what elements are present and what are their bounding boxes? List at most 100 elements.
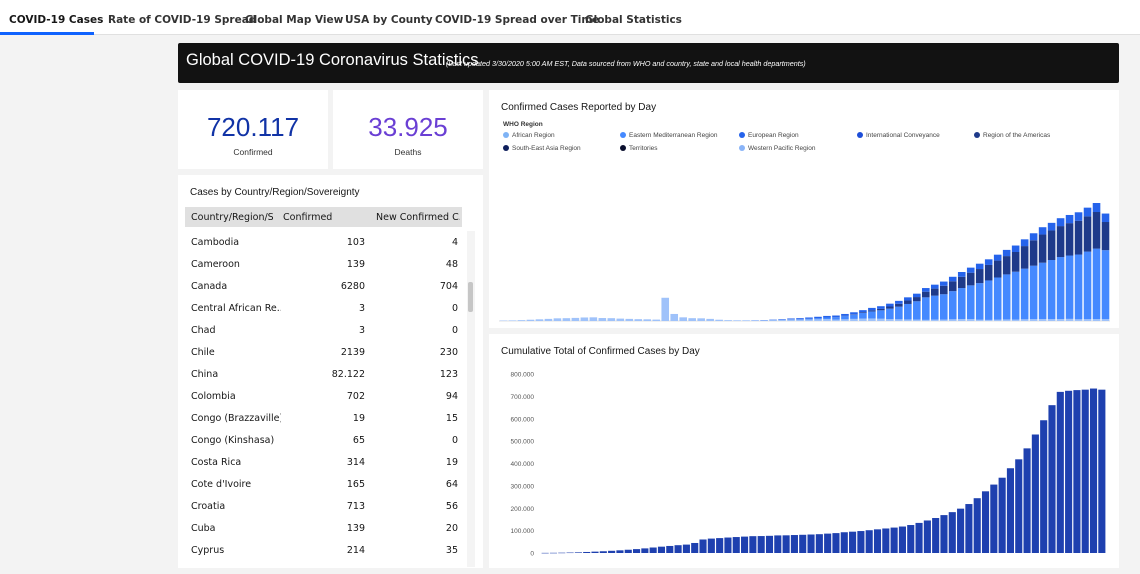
daily-bar-segment[interactable]: [975, 319, 984, 321]
daily-bar-segment[interactable]: [787, 318, 795, 320]
daily-bar-segment[interactable]: [975, 283, 984, 320]
cumulative-bar[interactable]: [549, 552, 558, 554]
table-scrollbar[interactable]: [467, 231, 475, 567]
cumulative-bar[interactable]: [832, 533, 840, 553]
daily-bar-segment[interactable]: [895, 306, 903, 320]
daily-bar-segment[interactable]: [1101, 250, 1110, 320]
cumulative-bar[interactable]: [633, 549, 641, 553]
daily-bar-segment[interactable]: [913, 301, 921, 320]
daily-bar-segment[interactable]: [1011, 245, 1020, 253]
cumulative-bar[interactable]: [649, 547, 657, 553]
cumulative-bar[interactable]: [932, 518, 940, 553]
column-header-new-confirmed[interactable]: New Confirmed C...: [376, 212, 460, 223]
daily-bar-segment[interactable]: [1002, 249, 1011, 257]
cumulative-bar[interactable]: [757, 536, 765, 553]
daily-bar-segment[interactable]: [1056, 226, 1065, 258]
daily-bar-segment[interactable]: [886, 306, 894, 309]
daily-bar-segment[interactable]: [850, 312, 858, 315]
daily-bar-segment[interactable]: [895, 319, 903, 321]
daily-bar-segment[interactable]: [957, 276, 966, 289]
daily-bar-segment[interactable]: [841, 313, 849, 316]
daily-bar-segment[interactable]: [877, 310, 885, 319]
table-row[interactable]: Congo (Brazzaville) 19 15: [178, 407, 468, 429]
daily-bar-segment[interactable]: [1047, 222, 1056, 231]
daily-bar-segment[interactable]: [1101, 213, 1110, 223]
daily-bar-segment[interactable]: [886, 303, 894, 307]
cumulative-bar[interactable]: [608, 550, 616, 553]
daily-bar-segment[interactable]: [1083, 207, 1092, 217]
table-row[interactable]: Chad 3 0: [178, 319, 468, 341]
cumulative-bar[interactable]: [957, 508, 965, 553]
table-row[interactable]: China 82.122 123: [178, 363, 468, 385]
daily-bar-segment[interactable]: [1047, 230, 1056, 261]
daily-bar-segment[interactable]: [796, 319, 804, 321]
daily-bar-segment[interactable]: [895, 303, 903, 307]
daily-bar-segment[interactable]: [877, 308, 885, 311]
table-row[interactable]: Cambodia 103 4: [178, 231, 468, 253]
cumulative-bar[interactable]: [865, 530, 873, 553]
daily-bar-segment[interactable]: [670, 313, 679, 321]
tab-covid-19-cases[interactable]: COVID-19 Cases: [9, 14, 104, 26]
table-row[interactable]: Croatia 713 56: [178, 495, 468, 517]
daily-bar-segment[interactable]: [769, 320, 777, 321]
daily-bar-segment[interactable]: [1011, 271, 1020, 320]
daily-bar-segment[interactable]: [984, 264, 993, 281]
table-row[interactable]: Costa Rica 314 19: [178, 451, 468, 473]
daily-bar-segment[interactable]: [1047, 319, 1056, 321]
daily-bar-segment[interactable]: [778, 319, 786, 321]
cumulative-bar[interactable]: [774, 535, 782, 553]
daily-bar-segment[interactable]: [625, 318, 634, 321]
daily-bar-segment[interactable]: [1038, 319, 1047, 321]
daily-bar-segment[interactable]: [598, 318, 607, 321]
legend-item[interactable]: Territories: [620, 145, 658, 152]
daily-bar-segment[interactable]: [1074, 319, 1083, 321]
daily-bar-segment[interactable]: [930, 288, 939, 296]
daily-bar-segment[interactable]: [742, 320, 750, 321]
cumulative-bar[interactable]: [1031, 434, 1039, 554]
tab-usa-by-county[interactable]: USA by County: [345, 14, 433, 26]
cumulative-bar[interactable]: [790, 535, 798, 553]
column-header-country[interactable]: Country/Region/S...: [191, 212, 273, 223]
cumulative-bar[interactable]: [857, 531, 865, 553]
cumulative-bar[interactable]: [716, 538, 724, 553]
cumulative-bar[interactable]: [940, 515, 948, 553]
daily-bar-segment[interactable]: [1083, 319, 1092, 321]
daily-bar-segment[interactable]: [805, 317, 813, 319]
cumulative-bar[interactable]: [674, 545, 682, 553]
daily-bar-segment[interactable]: [1029, 319, 1038, 321]
daily-bar-segment[interactable]: [526, 319, 535, 321]
cumulative-bar[interactable]: [749, 536, 757, 553]
daily-bar-segment[interactable]: [850, 314, 858, 319]
daily-bar-segment[interactable]: [706, 318, 714, 321]
daily-bar-segment[interactable]: [993, 254, 1002, 261]
daily-bar-segment[interactable]: [957, 319, 966, 321]
cumulative-bar[interactable]: [849, 531, 857, 553]
daily-bar-segment[interactable]: [823, 319, 831, 321]
daily-bar-segment[interactable]: [859, 312, 867, 313]
legend-item[interactable]: Eastern Mediterranean Region: [620, 132, 718, 139]
daily-bar-segment[interactable]: [975, 269, 984, 284]
daily-bar-segment[interactable]: [886, 319, 894, 321]
daily-bar-segment[interactable]: [679, 317, 687, 321]
daily-bar-segment[interactable]: [984, 280, 993, 320]
daily-bar-segment[interactable]: [1020, 319, 1029, 321]
cumulative-bar[interactable]: [981, 491, 990, 553]
daily-bar-segment[interactable]: [1074, 254, 1083, 320]
daily-bar-segment[interactable]: [724, 320, 732, 321]
daily-bar-segment[interactable]: [571, 317, 580, 321]
cumulative-bar[interactable]: [948, 512, 956, 553]
legend-item[interactable]: South-East Asia Region: [503, 145, 581, 152]
daily-bar-segment[interactable]: [1092, 319, 1101, 321]
cumulative-bar[interactable]: [1089, 388, 1098, 553]
daily-bar-segment[interactable]: [1029, 265, 1038, 320]
cumulative-bar[interactable]: [973, 498, 981, 553]
daily-bar-segment[interactable]: [913, 297, 921, 302]
daily-bar-segment[interactable]: [760, 320, 768, 321]
cumulative-bar[interactable]: [1081, 389, 1089, 553]
daily-bar-segment[interactable]: [859, 310, 867, 313]
cumulative-bar[interactable]: [1006, 468, 1014, 553]
cumulative-bar[interactable]: [799, 534, 807, 553]
cumulative-bar[interactable]: [1065, 390, 1073, 553]
daily-bar-segment[interactable]: [778, 319, 786, 320]
daily-bar-segment[interactable]: [868, 310, 876, 312]
